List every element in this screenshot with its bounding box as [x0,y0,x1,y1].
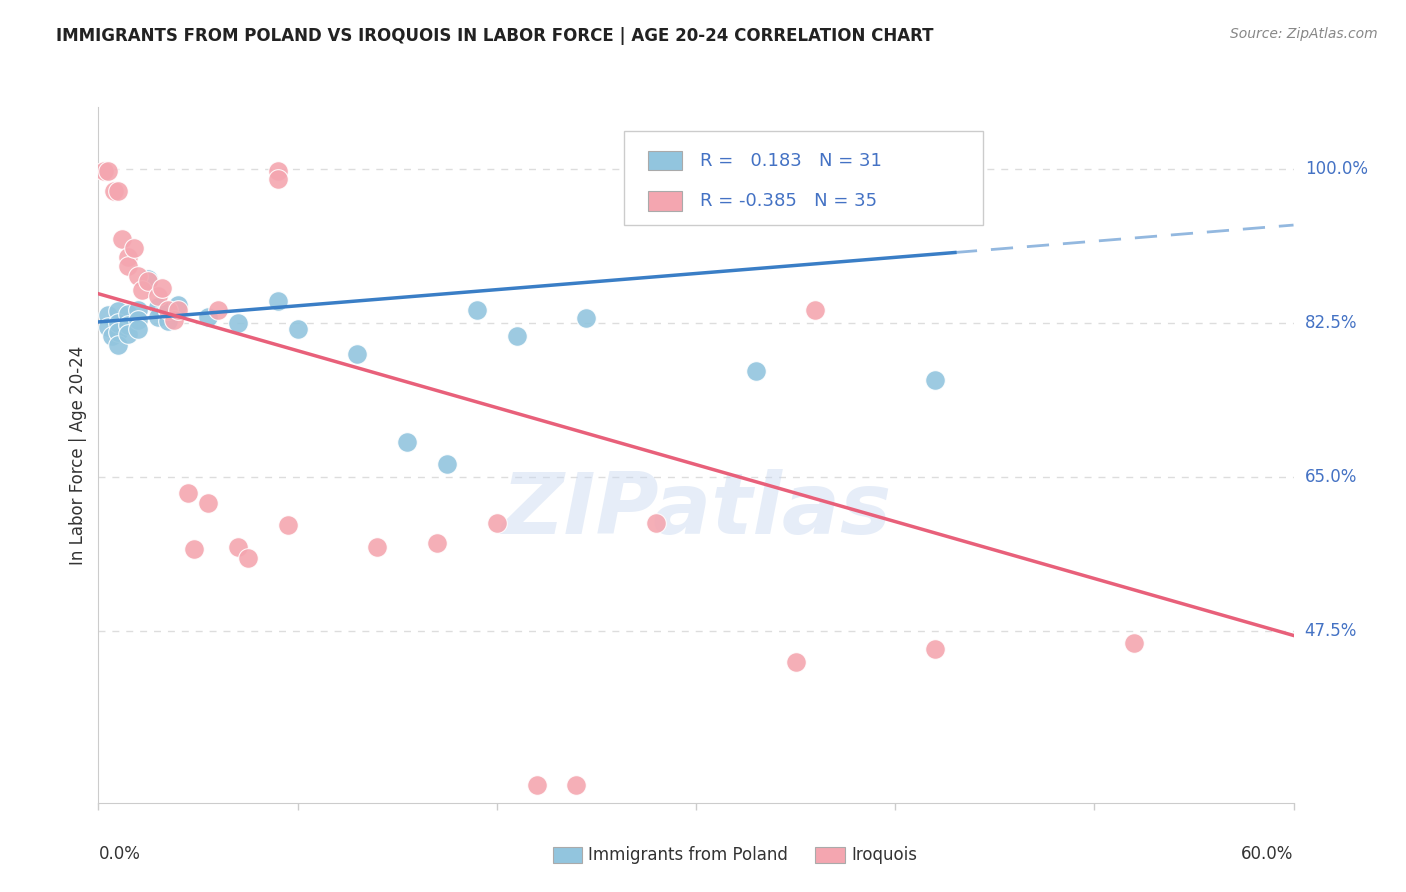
Point [124,241,146,255]
Point [436,457,458,471]
Point [207,302,229,317]
Point [267,293,290,308]
Point [267,164,290,178]
Point [97,308,120,322]
Point [107,316,129,330]
Point [1123,635,1146,649]
Point [277,518,299,533]
Point [117,250,139,264]
Text: R = -0.385   N = 35: R = -0.385 N = 35 [700,192,877,210]
Point [148,310,170,324]
Point [148,289,170,303]
Point [287,322,309,336]
Point [117,307,139,321]
Point [131,283,153,297]
Bar [553,847,582,863]
Point [924,641,946,656]
Text: 100.0%: 100.0% [1305,160,1368,178]
Text: Source: ZipAtlas.com: Source: ZipAtlas.com [1230,27,1378,41]
Point [117,259,139,273]
Bar [815,847,845,863]
Text: 47.5%: 47.5% [1305,622,1357,640]
Point [485,516,508,530]
Text: IMMIGRANTS FROM POLAND VS IROQUOIS IN LABOR FORCE | AGE 20-24 CORRELATION CHART: IMMIGRANTS FROM POLAND VS IROQUOIS IN LA… [56,27,934,45]
Point [103,184,125,198]
Point [575,311,598,326]
Point [117,318,139,333]
Point [167,302,190,317]
Point [93,164,115,178]
Point [127,302,149,317]
Point [526,778,548,792]
Point [107,338,129,352]
Point [157,302,180,317]
Point [465,302,488,317]
Point [107,304,129,318]
Point [177,485,200,500]
Text: 0.0%: 0.0% [98,845,141,863]
Point [924,373,946,387]
Point [101,329,124,343]
Point [136,272,159,286]
Point [396,434,419,449]
Text: Iroquois: Iroquois [851,846,917,864]
Point [645,516,668,530]
Point [97,320,120,334]
Point [127,313,149,327]
Point [148,300,170,314]
Text: R =   0.183   N = 31: R = 0.183 N = 31 [700,152,882,169]
Text: Immigrants from Poland: Immigrants from Poland [589,846,789,864]
Point [197,310,219,324]
Point [565,778,588,792]
Text: 60.0%: 60.0% [1241,845,1294,863]
Point [426,536,449,550]
Point [226,316,249,330]
Point [197,496,219,510]
Point [136,274,159,288]
Point [107,184,129,198]
Point [236,551,259,566]
Text: 82.5%: 82.5% [1305,314,1357,332]
FancyBboxPatch shape [624,131,983,226]
Point [127,269,149,284]
Y-axis label: In Labor Force | Age 20-24: In Labor Force | Age 20-24 [69,345,87,565]
Point [346,346,368,360]
Point [267,172,290,186]
Point [804,302,827,317]
Point [163,313,186,327]
Point [117,327,139,342]
Point [111,232,134,246]
Point [506,329,529,343]
Point [226,541,249,555]
Point [183,542,205,557]
Text: ZIPatlas: ZIPatlas [501,469,891,552]
Bar [648,151,682,170]
Point [167,298,190,312]
Point [107,325,129,339]
Point [157,304,180,318]
Point [366,541,388,555]
Point [97,164,120,178]
Bar [648,191,682,211]
Text: 65.0%: 65.0% [1305,468,1357,486]
Point [150,280,173,294]
Point [745,364,768,378]
Point [127,322,149,336]
Point [157,314,180,328]
Point [785,655,807,669]
